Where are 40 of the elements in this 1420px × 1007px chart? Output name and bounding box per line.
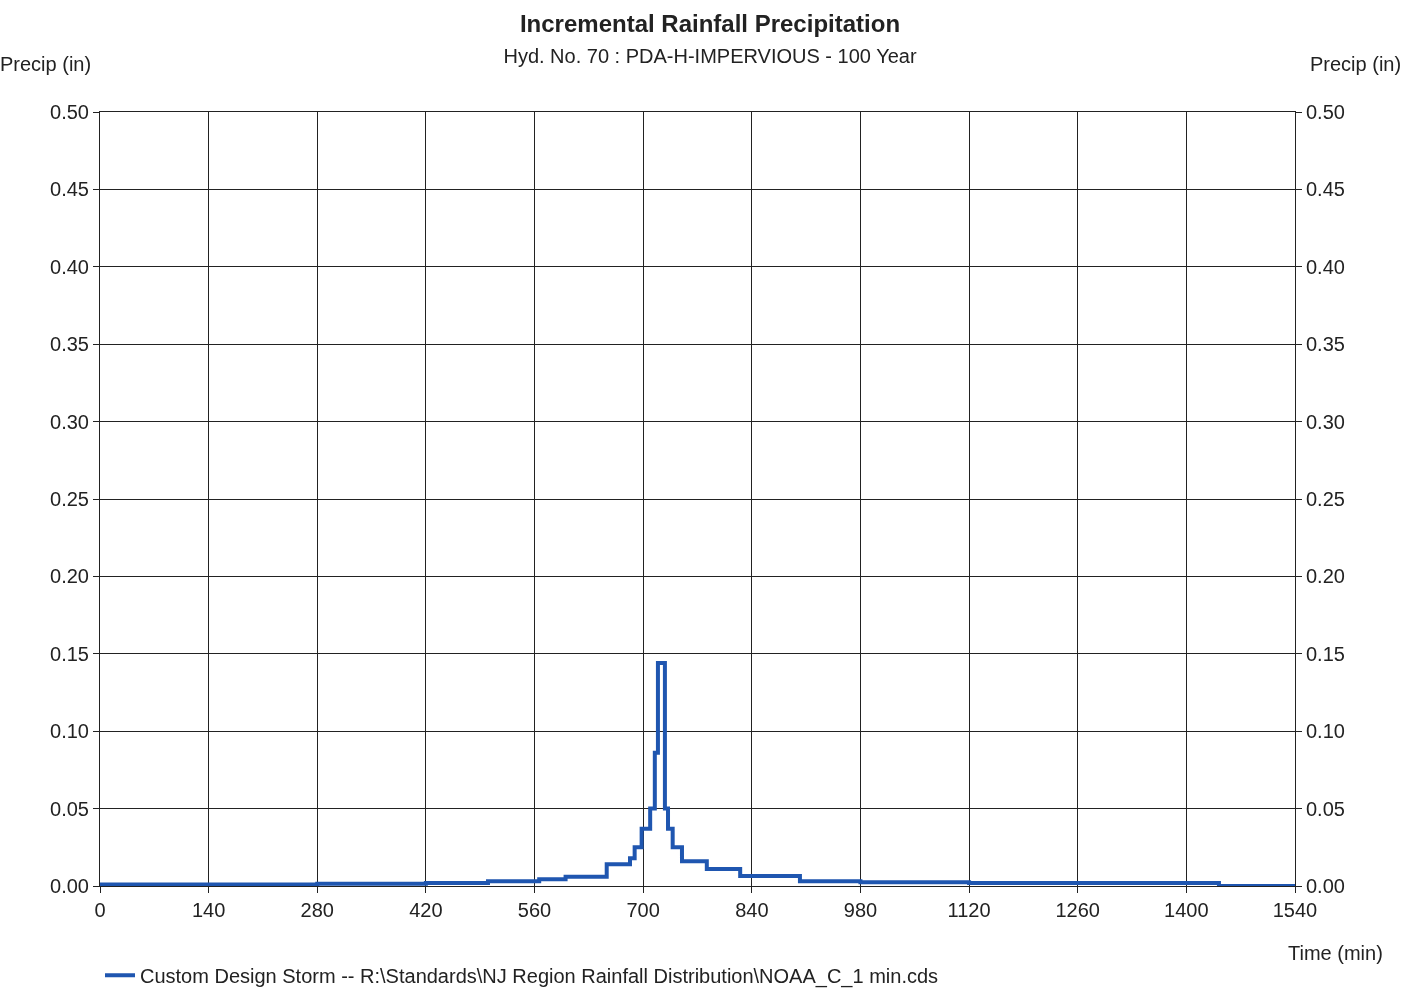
- x-tick-label: 1540: [1272, 899, 1318, 921]
- y-tick-label: 0.50: [50, 101, 89, 123]
- x-tick-label: 560: [517, 899, 552, 921]
- x-tick-label: 1120: [947, 899, 991, 921]
- legend-label: Custom Design Storm -- R:\Standards\NJ Region Rainfall Distribution\NOAA_C_1 min.cds: [140, 964, 939, 988]
- y2-tick-label: 0.15: [1306, 642, 1345, 665]
- y2-tick-label: 0.50: [1306, 101, 1345, 123]
- y2-tick-label: 0.05: [1306, 797, 1345, 820]
- y-tick-label: 0.00: [50, 875, 89, 897]
- y-tick-label: 0.35: [50, 333, 89, 356]
- x-tick-label: 980: [843, 899, 878, 921]
- y-tick-label: 0.25: [50, 488, 89, 510]
- y2-tick-label: 0.40: [1306, 255, 1345, 278]
- x-tick-label: 1260: [1055, 899, 1100, 921]
- y2-tick-label: 0.30: [1306, 410, 1345, 433]
- y2-tick-label: 0.35: [1306, 333, 1345, 356]
- x-tick-label: 140: [191, 899, 226, 921]
- y-tick-label: 0.15: [50, 642, 89, 665]
- y-axis-title: Precip (in): [0, 53, 92, 75]
- x-tick-label: 420: [409, 899, 443, 921]
- x-tick-label: 280: [300, 899, 334, 921]
- x-axis-title: Time (min): [1288, 942, 1383, 964]
- x-tick-label: 1400: [1164, 899, 1209, 921]
- y-tick-label: 0.30: [50, 410, 89, 433]
- x-tick-label: 0: [94, 899, 106, 921]
- x-tick-label: 700: [626, 899, 660, 921]
- y-tick-label: 0.05: [50, 797, 89, 820]
- y-tick-label: 0.10: [50, 720, 89, 743]
- y2-tick-label: 0.45: [1306, 178, 1345, 201]
- y-tick-label: 0.40: [50, 255, 89, 278]
- y2-tick-label: 0.10: [1306, 720, 1345, 743]
- chart-title: Incremental Rainfall Precipitation: [519, 10, 901, 38]
- y2-axis-title: Precip (in): [1310, 53, 1402, 75]
- y2-tick-label: 0.00: [1306, 875, 1345, 897]
- y-tick-label: 0.20: [50, 565, 89, 588]
- y2-tick-label: 0.20: [1306, 565, 1345, 588]
- y2-tick-label: 0.25: [1306, 488, 1345, 510]
- chart-subtitle: Hyd. No. 70 : PDA-H-IMPERVIOUS - 100 Year: [503, 45, 917, 68]
- y-tick-label: 0.45: [50, 178, 89, 201]
- x-tick-label: 840: [735, 899, 769, 921]
